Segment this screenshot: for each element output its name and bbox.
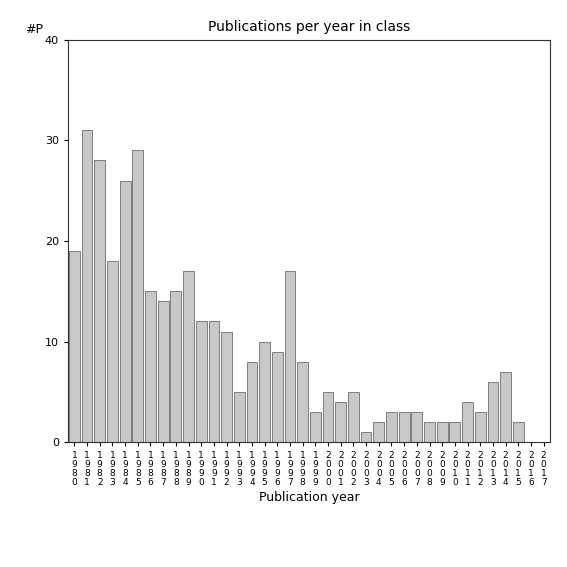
Bar [323,392,333,442]
Bar [374,422,384,442]
Bar [412,412,422,442]
Bar [285,271,295,442]
Bar [488,382,498,442]
Bar [297,362,308,442]
Bar [82,130,92,442]
Bar [69,251,80,442]
Bar [221,332,232,442]
Bar [259,341,270,442]
Bar [450,422,460,442]
Bar [107,261,118,442]
Bar [145,291,156,442]
Bar [424,422,435,442]
Bar [247,362,257,442]
Bar [462,402,473,442]
Bar [500,372,511,442]
Text: #P: #P [24,23,43,36]
Bar [475,412,485,442]
Bar [120,180,130,442]
Bar [94,160,105,442]
Bar [183,271,194,442]
Bar [158,302,168,442]
Bar [386,412,397,442]
Bar [234,392,244,442]
Bar [335,402,346,442]
Bar [399,412,409,442]
Bar [310,412,321,442]
Bar [133,150,143,442]
Bar [209,321,219,442]
Bar [196,321,206,442]
Title: Publications per year in class: Publications per year in class [208,20,410,35]
Bar [513,422,524,442]
Bar [272,352,283,442]
Bar [348,392,359,442]
X-axis label: Publication year: Publication year [259,492,359,505]
Bar [361,432,371,442]
Bar [437,422,447,442]
Bar [171,291,181,442]
